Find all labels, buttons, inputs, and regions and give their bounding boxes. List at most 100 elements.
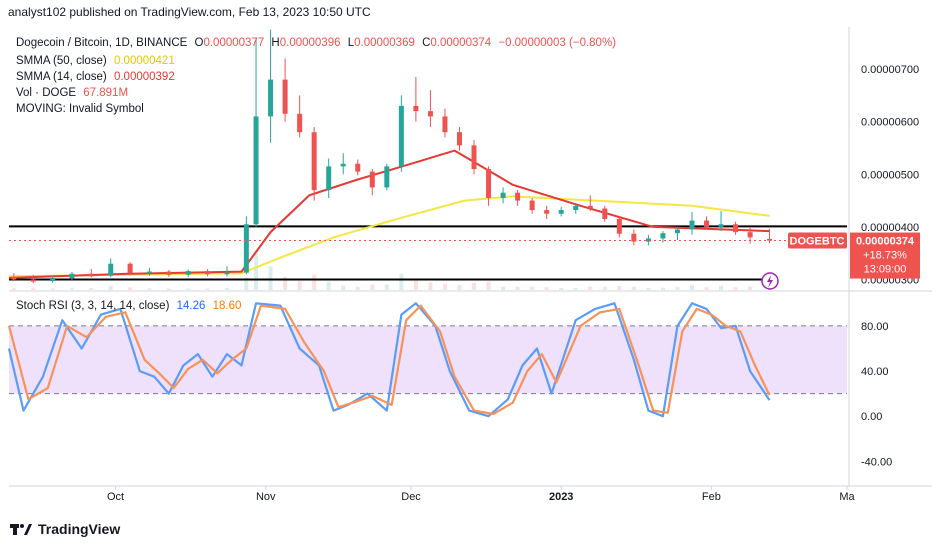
candle-body bbox=[602, 208, 608, 219]
volume-bar bbox=[69, 288, 74, 290]
candle-body bbox=[442, 116, 448, 133]
volume-bar bbox=[89, 288, 94, 290]
volume-bar bbox=[108, 286, 113, 290]
legend-smma14-value: 0.00000392 bbox=[113, 71, 175, 83]
price-tick-label: 0.00000500 bbox=[861, 169, 919, 181]
candle-body bbox=[340, 163, 346, 167]
legend-vol-row: Vol · DOGE 67.891M bbox=[16, 85, 128, 101]
legend-o-value: 0.00000377 bbox=[203, 37, 265, 49]
candle-body bbox=[185, 271, 191, 275]
volume-bar bbox=[50, 288, 55, 290]
volume-bar bbox=[186, 288, 191, 290]
stoch-tick-label: 40.00 bbox=[861, 366, 889, 378]
volume-bar bbox=[530, 286, 535, 290]
legend-smma14-label: SMMA (14, close) bbox=[16, 71, 107, 83]
volume-bar bbox=[11, 288, 16, 290]
candle-body bbox=[645, 238, 651, 242]
volume-bar bbox=[631, 286, 636, 290]
volume-bar bbox=[283, 276, 288, 290]
legend-vol-label: Vol · DOGE bbox=[16, 87, 77, 99]
legend-smma50-label: SMMA (50, close) bbox=[16, 55, 107, 67]
volume-bar bbox=[205, 288, 210, 290]
legend-smma50-value: 0.00000421 bbox=[113, 55, 175, 67]
volume-bar bbox=[573, 287, 578, 290]
candle-body bbox=[704, 220, 710, 227]
volume-bar bbox=[355, 286, 360, 290]
time-tick-label: Ma bbox=[839, 491, 855, 503]
volume-bar bbox=[268, 266, 273, 290]
footer-brand-label: TradingView bbox=[38, 521, 121, 537]
volume-bar bbox=[399, 274, 404, 290]
candle-body bbox=[311, 132, 317, 191]
candle-body bbox=[631, 233, 637, 242]
candle-body bbox=[297, 113, 303, 133]
published-caption: analyst102 published on TradingView.com,… bbox=[8, 5, 371, 19]
legend-stoch-k: 14.26 bbox=[176, 300, 206, 312]
candle-body bbox=[50, 277, 56, 282]
legend-o-label: O bbox=[194, 37, 204, 49]
volume-bar bbox=[602, 286, 607, 290]
legend-vol-value: 67.891M bbox=[83, 87, 129, 99]
volume-bar bbox=[370, 284, 375, 290]
volume-bar bbox=[166, 288, 171, 290]
price-tick-label: 0.00000400 bbox=[861, 222, 919, 234]
stoch-k-line bbox=[7, 302, 771, 418]
candle-body bbox=[146, 271, 152, 274]
candle-body bbox=[253, 116, 259, 225]
candle-body bbox=[733, 224, 739, 233]
candle-body bbox=[718, 224, 724, 227]
volume-bar bbox=[588, 286, 593, 290]
candle-body bbox=[166, 271, 172, 275]
legend-change: −0.00000003 (−0.80%) bbox=[498, 37, 617, 49]
candle-body bbox=[573, 205, 579, 211]
candle-body bbox=[326, 166, 332, 191]
legend-symbol: Dogecoin / Bitcoin, 1D, BINANCE bbox=[16, 37, 188, 49]
volume-bar bbox=[544, 287, 549, 290]
candle-body bbox=[30, 279, 36, 282]
volume-bar bbox=[312, 274, 317, 290]
stoch-tick-label: -40.00 bbox=[861, 456, 892, 468]
candle-body bbox=[224, 272, 230, 275]
volume-bar bbox=[501, 286, 506, 290]
volume-bar bbox=[31, 288, 36, 290]
candle-body bbox=[11, 276, 17, 280]
volume-bar bbox=[675, 287, 680, 290]
candle-body bbox=[529, 200, 535, 211]
volume-bar bbox=[617, 285, 622, 290]
candle-body bbox=[384, 166, 390, 188]
candle-body bbox=[268, 79, 274, 117]
candle-body bbox=[127, 263, 133, 274]
volume-bar bbox=[413, 280, 418, 290]
candle-body bbox=[544, 210, 550, 214]
candle-body bbox=[456, 132, 462, 146]
candle-body bbox=[398, 105, 404, 167]
legend-moving-row: MOVING: Invalid Symbol bbox=[16, 101, 144, 117]
price-tick-label: 0.00000700 bbox=[861, 64, 919, 76]
volume-bar bbox=[719, 285, 724, 290]
candle-body bbox=[282, 79, 288, 114]
candle-body bbox=[88, 273, 94, 277]
volume-bar bbox=[341, 285, 346, 290]
candle-body bbox=[471, 145, 477, 170]
price-badge-change: +18.73% bbox=[863, 250, 907, 262]
legend-moving-label: MOVING: Invalid Symbol bbox=[16, 103, 144, 115]
candle-body bbox=[558, 210, 564, 214]
legend-c-label: C bbox=[422, 37, 431, 49]
legend-smma14-row: SMMA (14, close) 0.00000392 bbox=[16, 69, 175, 85]
candle-body bbox=[69, 273, 75, 279]
volume-bar bbox=[646, 287, 651, 290]
volume-bar bbox=[224, 287, 229, 290]
footer-brand[interactable]: TradingView bbox=[10, 521, 120, 537]
candle-body bbox=[205, 271, 211, 275]
candle-body bbox=[355, 163, 361, 172]
legend-l-label: L bbox=[347, 37, 355, 49]
tradingview-logo-icon bbox=[10, 522, 32, 536]
candle-body bbox=[427, 111, 433, 117]
symbol-badge-label: DOGEBTC bbox=[790, 236, 845, 248]
candle-body bbox=[689, 220, 695, 230]
stoch-band bbox=[9, 325, 847, 394]
volume-bar bbox=[428, 282, 433, 290]
legend-h-label: H bbox=[271, 37, 280, 49]
volume-bar bbox=[326, 281, 331, 290]
